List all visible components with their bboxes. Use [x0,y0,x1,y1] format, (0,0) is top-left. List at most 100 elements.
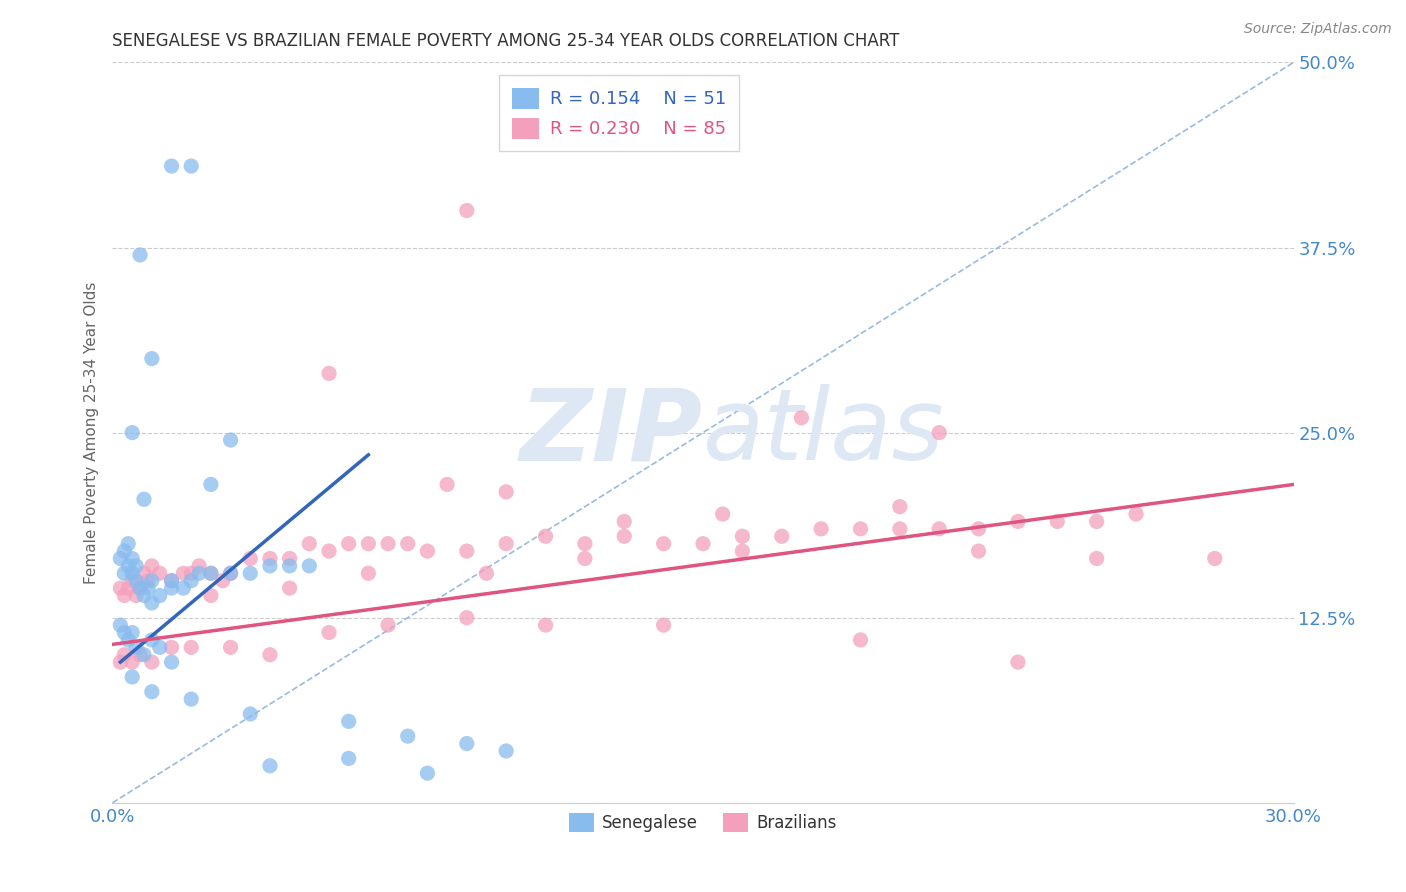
Point [180,566,202,581]
Point [129,648,152,662]
Point [125,558,148,573]
Point [160,655,183,669]
Point [132,648,155,662]
Point [1007,655,1029,669]
Point [318,544,340,558]
Point [337,536,360,550]
Point [967,544,990,558]
Point [188,566,211,581]
Point [141,655,163,669]
Point [889,522,911,536]
Point [129,581,152,595]
Point [652,536,675,550]
Point [396,536,419,550]
Point [132,492,155,507]
Point [1085,551,1108,566]
Point [121,566,143,581]
Point [141,632,163,647]
Point [172,566,194,581]
Point [149,640,172,655]
Point [125,589,148,603]
Point [259,558,281,573]
Point [117,581,139,595]
Point [318,367,340,381]
Point [125,574,148,588]
Point [219,566,242,581]
Point [121,425,143,440]
Point [141,685,163,699]
Point [200,566,222,581]
Point [416,544,439,558]
Point [298,558,321,573]
Point [200,566,222,581]
Point [112,566,135,581]
Point [239,706,262,721]
Point [849,632,872,647]
Point [180,640,202,655]
Point [1046,515,1069,529]
Point [219,640,242,655]
Point [849,522,872,536]
Point [790,410,813,425]
Point [117,536,139,550]
Point [121,625,143,640]
Point [121,655,143,669]
Point [112,544,135,558]
Point [141,596,163,610]
Point [141,558,163,573]
Point [121,670,143,684]
Point [125,640,148,655]
Point [475,566,498,581]
Point [416,766,439,780]
Point [928,425,950,440]
Point [160,574,183,588]
Point [278,581,301,595]
Text: Source: ZipAtlas.com: Source: ZipAtlas.com [1244,22,1392,37]
Point [180,692,202,706]
Point [110,618,132,632]
Point [278,558,301,573]
Point [219,566,242,581]
Point [1085,515,1108,529]
Point [259,758,281,772]
Point [160,581,183,595]
Point [112,589,135,603]
Point [357,566,380,581]
Point [149,589,172,603]
Point [188,558,211,573]
Point [396,729,419,743]
Point [613,515,636,529]
Point [377,536,399,550]
Point [160,159,183,173]
Point [117,558,139,573]
Point [160,574,183,588]
Point [136,574,159,588]
Point [357,536,380,550]
Text: atlas: atlas [703,384,945,481]
Point [112,648,135,662]
Point [692,536,714,550]
Point [1125,507,1147,521]
Point [239,551,262,566]
Point [770,529,793,543]
Point [436,477,458,491]
Legend: Senegalese, Brazilians: Senegalese, Brazilians [562,806,844,838]
Point [121,551,143,566]
Point [534,529,557,543]
Point [298,536,321,550]
Point [456,544,478,558]
Point [211,574,233,588]
Point [239,566,262,581]
Point [278,551,301,566]
Point [613,529,636,543]
Point [160,640,183,655]
Point [149,566,172,581]
Point [534,618,557,632]
Text: SENEGALESE VS BRAZILIAN FEMALE POVERTY AMONG 25-34 YEAR OLDS CORRELATION CHART: SENEGALESE VS BRAZILIAN FEMALE POVERTY A… [112,32,900,50]
Point [456,203,478,218]
Point [652,618,675,632]
Point [889,500,911,514]
Point [495,536,517,550]
Point [180,574,202,588]
Point [1007,515,1029,529]
